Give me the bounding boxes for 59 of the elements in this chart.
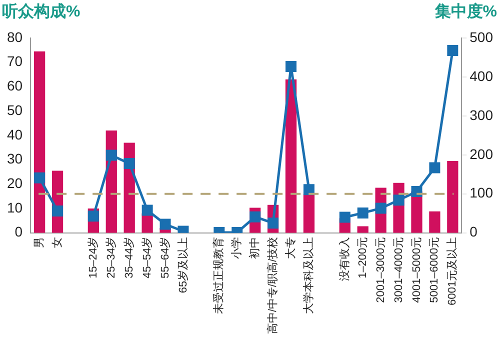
x-tick-label: 35–44岁 <box>123 236 136 278</box>
y2-axis-title: 集中度% <box>434 1 497 20</box>
point <box>429 162 440 174</box>
point <box>375 202 386 214</box>
y-tick-label: 60 <box>6 78 23 94</box>
x-tick-label: 女 <box>52 236 64 248</box>
x-tick-label: 男 <box>34 236 46 248</box>
bar <box>429 211 440 233</box>
x-tick-label: 高中/中专/职高/技校 <box>266 236 280 334</box>
x-tick-label: 初中 <box>248 236 262 259</box>
y2-tick-label: 400 <box>470 68 494 84</box>
point <box>357 207 368 218</box>
x-tick-label: 小学 <box>230 236 244 259</box>
x-tick-label: 2001–3000元 <box>374 236 387 303</box>
point <box>303 184 314 196</box>
y-tick-label: 40 <box>6 126 23 142</box>
y-tick-label: 70 <box>6 53 23 70</box>
bar <box>447 160 458 233</box>
x-tick-label: 55–64岁 <box>159 236 172 278</box>
y-axis-title: 听众构成% <box>2 2 80 20</box>
x-tick-label: 25–34岁 <box>105 236 118 278</box>
x-tick-label: 3001–4000元 <box>392 236 405 303</box>
y2-tick-label: 500 <box>470 28 494 45</box>
x-tick-label: 6001元及以上 <box>446 236 459 306</box>
y-tick-label: 10 <box>6 199 23 216</box>
x-tick-label: 65岁及以上 <box>176 236 190 294</box>
x-tick-label: 4001–5000元 <box>410 236 423 303</box>
x-tick-label: 45–54岁 <box>141 236 154 278</box>
point <box>34 172 46 184</box>
x-tick-label: 1–200元 <box>356 236 369 278</box>
y-tick-label: 0 <box>14 224 23 240</box>
x-tick-label: 5001–6000元 <box>428 236 441 303</box>
y2-tick-label: 100 <box>470 184 494 201</box>
bar <box>303 194 315 233</box>
x-tick-label: 未受过正规教育 <box>212 236 226 314</box>
point <box>106 150 117 161</box>
point <box>124 158 135 169</box>
point <box>339 212 350 223</box>
point <box>393 194 404 206</box>
point <box>447 44 458 56</box>
x-tick-label: 大专 <box>284 236 298 259</box>
y-tick-label: 50 <box>6 102 23 118</box>
bar <box>357 226 368 233</box>
bar <box>34 51 46 233</box>
y2-tick-label: 200 <box>470 146 494 162</box>
y2-tick-label: 300 <box>470 106 494 123</box>
y-tick-label: 30 <box>6 150 23 167</box>
point <box>250 211 261 222</box>
point <box>88 210 99 222</box>
y-tick-label: 20 <box>6 174 23 191</box>
x-tick-label: 大学本科及以上 <box>302 236 315 314</box>
point <box>142 204 153 216</box>
point <box>52 206 64 217</box>
point <box>160 218 171 230</box>
x-tick-label: 15–24岁 <box>87 236 100 278</box>
y-tick-label: 80 <box>6 28 23 45</box>
x-tick-label: 没有收入 <box>338 236 351 281</box>
y2-tick-label: 0 <box>470 224 478 240</box>
point <box>286 60 297 72</box>
